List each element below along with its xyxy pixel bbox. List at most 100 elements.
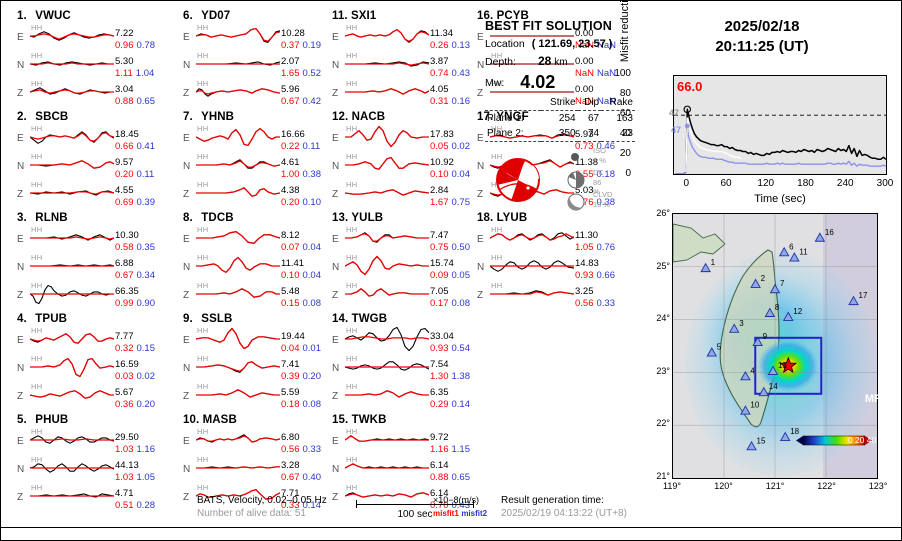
trace-row: Z HH 4.05 0.31 0.16 [332, 79, 484, 108]
trace-row: Z HH 5.59 0.18 0.08 [183, 382, 335, 411]
amplitude-value: 14.83 [575, 258, 599, 269]
channel-label: HH [197, 455, 209, 464]
map-station-12: 12 [782, 307, 803, 321]
misfit-values: 0.55 0.18 [575, 170, 635, 180]
trace-row: N HH 15.74 0.09 0.05 [332, 253, 484, 282]
channel-label: HH [197, 253, 209, 262]
channel-label: HH [31, 455, 43, 464]
amplitude-value: 16.59 [115, 359, 139, 370]
station-number: 18. [477, 212, 494, 224]
map-canvas[interactable]: 1 2 3 4 5 6 7 8 9 10 11 12 13 14 15 16 17 18 [672, 213, 878, 479]
channel-label: HH [491, 253, 503, 262]
component-label: E [332, 133, 339, 144]
trace-row: Z HH 6.14 0.70 0.43 [332, 483, 484, 512]
station-column-3: 11. SXI1 E HH 11.34 0.26 0.13 N HH 3.87 0.74 0.43 Z… [332, 9, 484, 514]
trace-values: 17.83 0.05 0.02 [430, 124, 490, 152]
blue-marker [684, 123, 690, 129]
misfit2-value: 1.16 [136, 444, 156, 455]
amplitude-value: 0.00 [575, 56, 594, 67]
trace-values: 16.59 0.03 0.02 [115, 354, 175, 382]
component-label: Z [477, 88, 484, 99]
waveform-trace [345, 24, 429, 48]
map-lat-label: 25° [656, 260, 670, 271]
map-panel: 1 2 3 4 5 6 7 8 9 10 11 12 13 14 15 16 17 18 MR 0 20 40 6… [656, 208, 896, 503]
map-lon-label: 120° [714, 481, 733, 491]
channel-label: HH [31, 427, 43, 436]
station-block: 3. RLNB E HH 10.30 0.58 0.35 N HH 6.88 0.67 0.34 Z H… [17, 211, 169, 310]
misfit2-value: 0.41 [136, 141, 156, 152]
map-station-8: 8 [764, 303, 780, 317]
misfit1-value: 0.32 [115, 343, 134, 354]
station-name: MASB [202, 414, 237, 426]
waveform-trace [196, 327, 280, 351]
channel-label: HH [491, 23, 503, 32]
trace-values: 11.38 0.55 0.18 [575, 152, 635, 180]
waveform-trace [490, 282, 574, 306]
amplitude-value: 5.96 [281, 84, 300, 95]
amplitude-value: 7.54 [430, 359, 449, 370]
amplitude-value: 5.30 [115, 56, 134, 67]
amplitude-value: 6.14 [430, 460, 449, 471]
channel-label: HH [197, 23, 209, 32]
waveform-trace [196, 52, 280, 76]
channel-label: HH [346, 354, 358, 363]
amplitude-value: 5.03 [575, 185, 594, 196]
trace-row: E HH 9.72 1.16 1.15 [332, 427, 484, 456]
station-column-4: 16. PCYB E HH 0.00 NaN NaN N HH 0.00 NaN NaN Z HH 0.0… [477, 9, 629, 312]
channel-label: HH [31, 51, 43, 60]
component-label: E [332, 234, 339, 245]
map-station-1: 1 [700, 258, 716, 273]
trace-values: 7.05 0.17 0.08 [430, 281, 490, 309]
misfit-values: 0.66 0.41 [115, 142, 175, 152]
station-title: 12. NACB [332, 110, 484, 125]
station-block: 2. SBCB E HH 18.45 0.66 0.41 N HH 9.57 0.20 0.11 Z H… [17, 110, 169, 209]
station-name: TWKB [351, 414, 387, 426]
misfit1-value: 0.39 [281, 371, 300, 382]
colorbar-label: MR [864, 393, 882, 405]
misfit1-value: NaN [575, 96, 595, 107]
station-number: 2. [17, 111, 27, 123]
misfit2-value: NaN [597, 40, 617, 51]
misfit2-value: NaN [597, 96, 617, 107]
component-label: Z [183, 492, 190, 503]
station-block: 12. NACB E HH 17.83 0.05 0.02 N HH 10.92 0.10 0.04… [332, 110, 484, 209]
station-title: 2. SBCB [17, 110, 169, 125]
misfit2-value: 0.33 [302, 444, 322, 455]
component-label: Z [332, 391, 339, 402]
channel-label: HH [31, 483, 43, 492]
nodal-plane-table: Strike Dip Rake Plane 1: 254 67 163 Plan… [485, 97, 635, 142]
iso-value: 1 % [593, 155, 606, 165]
amplitude-value: 4.71 [115, 488, 134, 499]
gen-time-value: 2025/02/19 04:13:22 (UT+8) [501, 508, 627, 519]
misfit-values: 0.31 0.16 [430, 97, 490, 107]
misfit-values: 0.10 0.04 [430, 170, 490, 180]
trace-row: Z HH 5.48 0.15 0.08 [183, 281, 335, 310]
trace-values: 5.59 0.18 0.08 [281, 382, 341, 410]
amplitude-value: 11.38 [575, 157, 599, 168]
waveform-trace [345, 355, 429, 379]
station-number: 14. [332, 313, 349, 325]
station-block: 1. VWUC E HH 7.22 0.96 0.78 N HH 5.30 1.11 1.04 Z HH… [17, 9, 169, 108]
misfit1-value: 0.55 [575, 169, 594, 180]
station-name: NACB [351, 111, 386, 123]
misfit-xtick: 60 [720, 178, 732, 189]
map-station-16: 16 [814, 228, 834, 242]
misfit2-value: 0.04 [302, 270, 322, 281]
amplitude-value: 11.41 [281, 258, 305, 269]
trace-values: 5.48 0.15 0.08 [281, 281, 341, 309]
trace-values: 3.04 0.88 0.65 [115, 79, 175, 107]
waveform-trace [490, 52, 574, 76]
misfit-values: 1.16 1.15 [430, 445, 490, 455]
trace-values: 6.80 0.56 0.33 [281, 427, 341, 455]
trace-row: Z HH 4.38 0.20 0.10 [183, 180, 335, 209]
station-number: 16. [477, 10, 494, 22]
trace-row: N HH 4.61 1.00 0.38 [183, 152, 335, 181]
trace-row: E HH 11.30 1.05 0.76 [477, 225, 629, 254]
map-station-17: 17 [848, 291, 868, 306]
trace-row: E HH 8.12 0.07 0.04 [183, 225, 335, 254]
component-label: Z [17, 290, 24, 301]
station-number: 12. [332, 111, 349, 123]
amplitude-value: 15.74 [430, 258, 454, 269]
amplitude-value: 3.87 [430, 56, 449, 67]
component-label: Z [17, 492, 24, 503]
